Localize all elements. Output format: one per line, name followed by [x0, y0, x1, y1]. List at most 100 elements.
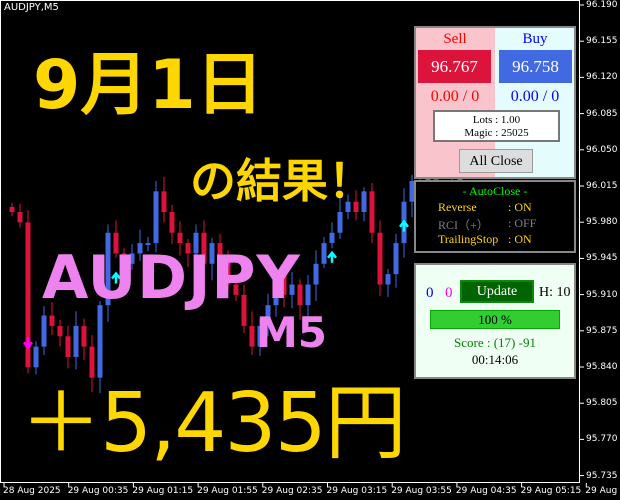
candle-body [25, 222, 31, 368]
candle-body [81, 325, 87, 347]
time-tick: 29 Aug 03:55 [391, 486, 452, 496]
chart-frame [0, 0, 580, 483]
price-tick: 96.190 [586, 0, 618, 10]
update-button[interactable]: Update [460, 280, 534, 303]
candle-body [65, 336, 71, 357]
autoclose-panel: - AutoClose - Reverse: ON RCI（+）: OFF Trai… [414, 180, 576, 253]
time-tick: 28 Aug 2025 [3, 486, 61, 496]
timer: 00:14:06 [471, 352, 519, 367]
time-tick: 29 Aug 00:35 [67, 486, 129, 496]
candle-body [145, 243, 151, 246]
candle-body [73, 325, 79, 357]
all-close-button[interactable]: All Close [459, 149, 533, 173]
candle-body [313, 263, 319, 285]
score: Score : (17) -91 [454, 335, 536, 350]
price-tick: 96.050 [586, 144, 618, 155]
candle-body [321, 243, 327, 264]
autoclose-row-label: RCI（+） [438, 218, 489, 232]
candle-body [337, 212, 343, 233]
candle-body [233, 284, 239, 295]
price-tick: 96.085 [586, 108, 618, 119]
candle-body [105, 232, 111, 306]
sell-pl: 0.00 / 0 [430, 88, 480, 105]
time-tick: 29 Aug 04:35 [455, 486, 517, 496]
candle-body [177, 232, 183, 244]
candle-body [201, 232, 207, 264]
candle-body [257, 325, 263, 347]
price-tick: 95.840 [586, 362, 618, 372]
candle-body [57, 325, 63, 337]
sell-button[interactable]: 96.767 [418, 50, 491, 83]
candle-body [121, 253, 127, 264]
lots-value: Lots : 1.00 [472, 114, 521, 126]
candle-body [137, 243, 143, 254]
candle-body [297, 284, 303, 306]
buy-label: Buy [522, 31, 548, 47]
candle-body [41, 315, 47, 347]
price-tick: 95.735 [586, 470, 618, 481]
price-tick: 96.155 [586, 36, 618, 47]
price-tick: 95.770 [586, 434, 618, 445]
candle-body [265, 305, 271, 326]
sell-arrow-icon [23, 337, 33, 350]
count-blue: 0 [426, 285, 434, 301]
overlay-symbol: AUDJPY [42, 243, 301, 313]
candle-body [249, 325, 255, 347]
candle-body [185, 243, 191, 254]
buy-arrow-icon [399, 219, 409, 232]
status-panel: 0 0 Update H: 10 100 % Score : (17) -91 … [414, 263, 576, 379]
candle-body [89, 346, 95, 378]
candle-body [97, 305, 103, 378]
time-tick: 29 Aug 02:35 [261, 486, 323, 496]
time-tick: 29 Aug 03:15 [326, 486, 388, 496]
time-tick: 29 Aug 05:15 [520, 486, 582, 496]
candle-body [217, 243, 223, 264]
candle-body [17, 212, 23, 223]
price-tick: 96.120 [586, 72, 618, 83]
price-tick: 95.805 [586, 398, 618, 409]
candle-body [209, 243, 215, 264]
candle-body [113, 232, 119, 254]
candle-body [193, 232, 199, 254]
candle-body [353, 201, 359, 213]
candle-body [369, 191, 375, 233]
lots-magic-box: Lots : 1.00 Magic : 25025 [433, 110, 560, 142]
sell-arrow-icon [223, 254, 233, 267]
candle-body [153, 191, 159, 244]
candle-body [385, 274, 391, 285]
autoclose-title: - AutoClose - [462, 184, 528, 198]
price-tick: 95.945 [586, 253, 618, 264]
candle-body [281, 274, 287, 295]
candle-body [273, 274, 279, 306]
candle-body [49, 315, 55, 326]
price-tick: 96.015 [586, 181, 618, 191]
buy-button[interactable]: 96.758 [499, 50, 572, 83]
overlay-date: 9月1日 [33, 46, 264, 125]
buy-arrow-icon [327, 250, 337, 263]
chart-title: AUDJPY,M5 [4, 2, 59, 13]
candle-body [345, 201, 351, 213]
buy-arrow-icon [111, 271, 121, 284]
price-tick: 95.910 [586, 289, 618, 300]
progress-bar: 100 % [430, 310, 560, 329]
candle-body [329, 232, 335, 244]
overlay-profit: ＋5,435円 [20, 376, 407, 471]
candle-body [409, 180, 415, 202]
candle-body [393, 243, 399, 275]
candle-body [9, 206, 15, 213]
h-value: H: 10 [539, 285, 571, 300]
candle-body [161, 191, 167, 213]
candle-body [361, 191, 367, 213]
progress-label: 100 % [478, 312, 512, 327]
price-tick: 95.980 [586, 217, 618, 228]
candle-body [305, 284, 311, 306]
buy-pl: 0.00 / 0 [510, 88, 560, 105]
autoclose-row-value: : ON [508, 200, 532, 214]
time-tick: 29 Aug 01:15 [132, 486, 194, 496]
candle-body [377, 232, 383, 285]
price-tick: 95.875 [586, 325, 618, 336]
candle-body [289, 284, 295, 295]
overlay-timeframe: M5 [256, 308, 328, 357]
autoclose-row-label: Reverse [438, 200, 477, 214]
candle-body [129, 253, 135, 264]
